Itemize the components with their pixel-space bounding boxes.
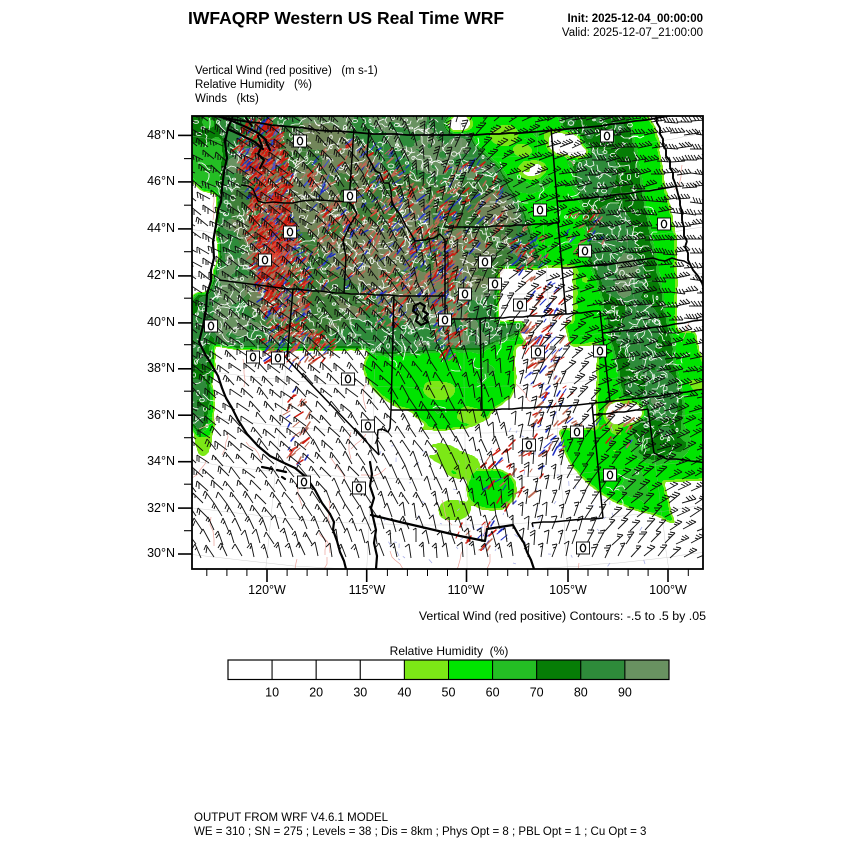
svg-text:70: 70 — [530, 686, 544, 700]
svg-text:90: 90 — [618, 686, 632, 700]
svg-text:10: 10 — [265, 686, 279, 700]
svg-text:30: 30 — [353, 686, 367, 700]
svg-text:50: 50 — [442, 686, 456, 700]
svg-text:20: 20 — [309, 686, 323, 700]
svg-text:40: 40 — [397, 686, 411, 700]
svg-text:80: 80 — [574, 686, 588, 700]
svg-text:60: 60 — [486, 686, 500, 700]
